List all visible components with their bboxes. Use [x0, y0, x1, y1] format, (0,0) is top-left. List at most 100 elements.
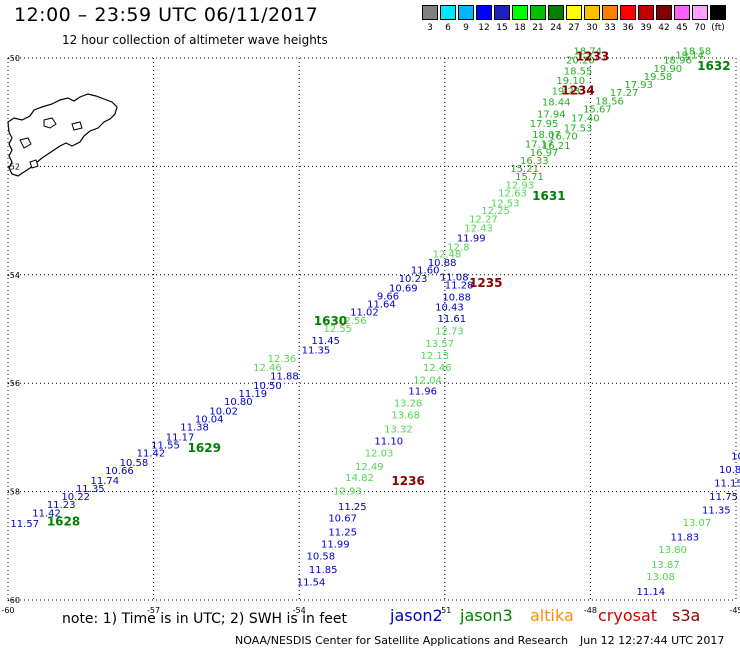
swh-value: 11.74	[91, 476, 120, 487]
lon-tick-label: -54	[293, 606, 306, 615]
swh-observations: 11.5711.4211.2310.2211.3511.7410.6610.58…	[10, 46, 740, 597]
colorbar-label: 36	[622, 23, 634, 33]
colorbar-swatch	[602, 5, 618, 20]
swh-value: 12.48	[433, 250, 462, 261]
map-grid	[7, 57, 737, 601]
pass-label: 1235	[469, 276, 502, 290]
swh-value: 18.07	[532, 130, 561, 141]
colorbar-swatch	[512, 5, 528, 20]
island-small-3	[71, 121, 83, 131]
colorbar-label: 42	[658, 23, 670, 33]
swh-value: 10.02	[209, 406, 238, 417]
swh-value: 12.56	[338, 316, 367, 327]
swh-value: 12.25	[481, 206, 510, 217]
lat-tick-label: -50	[7, 54, 20, 63]
swh-value: 10.43	[435, 302, 464, 313]
swh-value: 12.43	[464, 224, 493, 235]
pass-number-labels: 1628 1629 1630 1631 1632 1233 1234 1235 1236	[47, 49, 731, 528]
swh-value: 17.93	[624, 80, 653, 91]
swh-value: 11.83	[670, 533, 699, 544]
satellite-legend-s3a: s3a	[672, 606, 701, 625]
colorbar-label: 45	[676, 23, 688, 33]
lat-tick-label: -58	[7, 488, 20, 497]
swh-value: 9.66	[377, 291, 399, 302]
satellite-legend-jason3: jason3	[460, 606, 513, 625]
swh-value: 12.73	[435, 327, 464, 338]
lat-tick-label: -60	[7, 596, 20, 605]
swh-value: 13.28	[394, 398, 423, 409]
swh-value: 13.87	[651, 560, 680, 571]
island-small-1	[43, 117, 57, 129]
swh-value: 11.99	[321, 540, 350, 551]
island-small-2	[19, 137, 32, 149]
colorbar-label: 27	[568, 23, 580, 33]
note-text: note: 1) Time is in UTC; 2) SWH is in fe…	[62, 611, 348, 627]
axis-tick-labels: -60 -57 -54 -51 -48 -45 -50 -52 -54 -56 -58 -60	[1, 54, 740, 615]
swh-value: 11.99	[457, 233, 486, 244]
colorbar-swatch	[692, 5, 708, 20]
colorbar-label: 70	[694, 23, 706, 33]
island-small-4	[29, 159, 39, 169]
swh-value: 11.02	[350, 308, 379, 319]
swh-value: 11.38	[180, 423, 209, 434]
swh-value: 11.25	[338, 502, 367, 513]
swh-value: 11.17	[166, 432, 195, 443]
swh-value: 12.46	[423, 363, 452, 374]
pass-label: 1631	[532, 189, 565, 203]
swh-value: 13.07	[683, 518, 712, 529]
falkland-islands-landmass	[7, 93, 118, 177]
swh-value: 11.57	[10, 519, 39, 530]
swh-value: 12.27	[469, 215, 498, 226]
swh-value: 11.64	[367, 300, 396, 311]
swh-value: 11.61	[438, 314, 467, 325]
swh-value: 11.42	[32, 508, 61, 519]
swh-value: 13.08	[646, 572, 675, 583]
swh-value: 11.14	[637, 587, 666, 598]
colorbar-swatch	[674, 5, 690, 20]
swh-value: 19.90	[653, 64, 682, 75]
swh-value: 19.14	[675, 50, 704, 61]
swh-value: 17.94	[537, 109, 566, 120]
satellite-legend-cryosat: cryosat	[598, 606, 658, 625]
colorbar-label: 30	[586, 23, 598, 33]
colorbar-swatch	[710, 5, 726, 20]
colorbar-label: 24	[550, 23, 562, 33]
swh-value: 10.23	[399, 274, 428, 285]
swh-value: 10.69	[389, 283, 418, 294]
swh-value: 16.33	[520, 156, 549, 167]
swh-value: 10	[731, 451, 740, 462]
swh-value: 11.35	[302, 346, 331, 357]
swh-value: 17.53	[564, 123, 593, 134]
pass-label: 1234	[561, 84, 594, 98]
lon-tick-label: -51	[438, 606, 451, 615]
colorbar-label: 39	[640, 23, 652, 33]
swh-value: 10.88	[428, 258, 457, 269]
swh-value: 12.53	[491, 198, 520, 209]
swh-value: 18.96	[663, 56, 692, 67]
swh-value: 14.82	[345, 473, 374, 484]
swh-value: 19.58	[644, 72, 673, 83]
colorbar-swatch	[584, 5, 600, 20]
swh-value: 16.70	[549, 132, 578, 143]
colorbar-label: 21	[532, 23, 544, 33]
swh-value: 18.56	[595, 96, 624, 107]
swh-value: 12.36	[268, 354, 297, 365]
swh-value: 11.45	[311, 336, 340, 347]
swh-value: 16.21	[542, 141, 571, 152]
colorbar-swatch	[458, 5, 474, 20]
pass-label: 1629	[188, 441, 221, 455]
colorbar-label: (ft)	[711, 23, 725, 33]
map-subtitle: 12 hour collection of altimeter wave hei…	[62, 33, 328, 47]
satellite-legend-jason2: jason2	[390, 606, 443, 625]
swh-value: 15.67	[583, 104, 612, 115]
satellite-legend-altika: altika	[530, 606, 574, 625]
swh-value: 11.19	[239, 389, 268, 400]
swh-value: 17.95	[530, 119, 559, 130]
pass-label: 1236	[391, 474, 424, 488]
swh-value: 10.04	[195, 415, 224, 426]
swh-value: 20.20	[566, 56, 595, 67]
map-title: 12:00 – 23:59 UTC 06/11/2017	[14, 4, 319, 26]
colorbar-swatch	[530, 5, 546, 20]
swh-value: 15.21	[510, 164, 539, 175]
swh-value: 13.32	[384, 424, 413, 435]
